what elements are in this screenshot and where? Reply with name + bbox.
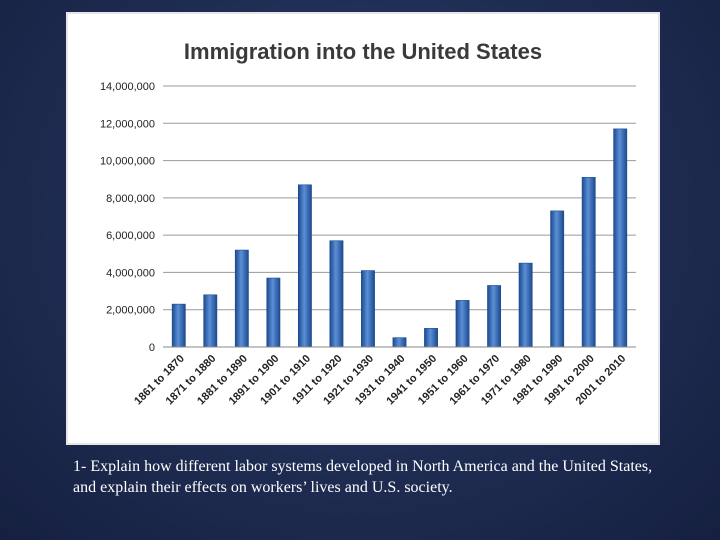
bar [424,328,438,348]
chart-title: Immigration into the United States [184,39,542,64]
gridlines [163,85,636,311]
y-tick-label: 0 [149,342,155,354]
bar-chart: Immigration into the United States 0 2,00… [100,39,636,408]
bar [392,337,407,348]
bar [518,262,533,348]
y-tick-label: 12,000,000 [100,118,155,130]
y-tick-label: 10,000,000 [100,156,155,168]
bar [329,240,344,348]
bar [297,184,312,348]
chart-panel: Immigration into the United States 0 2,00… [66,12,660,445]
bar [487,285,502,348]
bar [234,249,249,348]
bar [550,210,565,348]
bar [361,270,375,348]
slide-caption: 1- Explain how different labor systems d… [73,458,653,496]
y-axis-ticks: 0 2,000,000 4,000,000 6,000,000 8,000,000 10,… [100,81,155,354]
y-tick-label: 2,000,000 [106,305,155,317]
y-tick-label: 14,000,000 [100,81,155,93]
bar [266,277,281,348]
y-tick-label: 4,000,000 [106,267,155,279]
y-tick-label: 6,000,000 [106,230,155,242]
bar [203,294,218,348]
bar [581,177,596,348]
bar [171,303,186,348]
bars [171,128,628,348]
bar [455,300,470,348]
y-tick-label: 8,000,000 [106,193,155,205]
bar [613,128,628,348]
